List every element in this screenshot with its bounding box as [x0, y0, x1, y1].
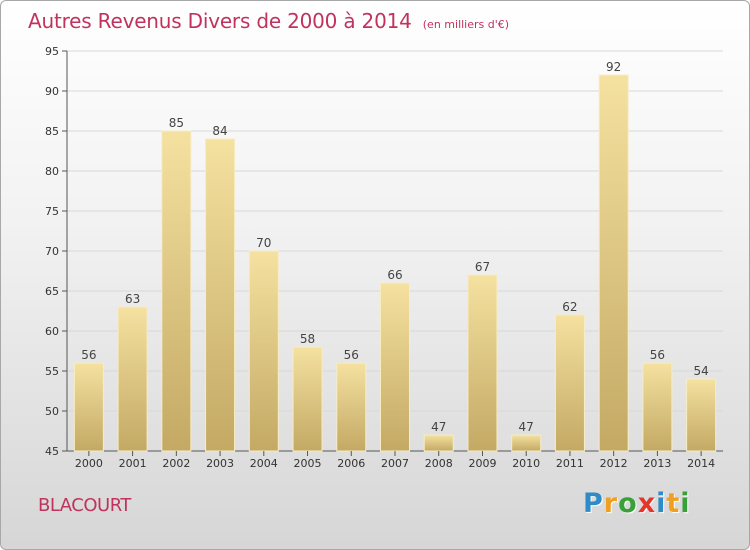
- x-tick-label: 2010: [512, 457, 540, 470]
- data-label: 85: [169, 116, 184, 130]
- y-tick-label: 60: [45, 325, 59, 338]
- x-tick-label: 2009: [468, 457, 496, 470]
- bar: [554, 314, 585, 452]
- bar: [380, 282, 410, 452]
- chart-subtitle: (en milliers d'€): [422, 18, 510, 31]
- x-tick-label: 2008: [425, 457, 453, 470]
- x-tick-label: 2012: [600, 457, 628, 470]
- y-tick-label: 55: [45, 365, 59, 378]
- data-label: 56: [650, 348, 665, 362]
- x-tick-label: 2002: [162, 457, 190, 470]
- bar: [292, 346, 323, 452]
- y-tick-label: 45: [45, 445, 59, 458]
- x-tick-label: 2003: [206, 457, 234, 470]
- y-tick-label: 65: [45, 285, 59, 298]
- logo-letter: r: [603, 488, 619, 519]
- bar: [423, 434, 454, 452]
- logo-letter: t: [666, 488, 681, 519]
- x-tick-label: 2006: [337, 457, 365, 470]
- chart-title-text: Autres Revenus Divers de 2000 à 2014: [28, 9, 412, 33]
- data-label: 56: [344, 348, 359, 362]
- data-label: 92: [606, 60, 621, 74]
- logo-letter: i: [680, 488, 691, 519]
- data-label: 62: [562, 300, 577, 314]
- x-tick-label: 2000: [75, 457, 103, 470]
- data-label: 58: [300, 332, 315, 346]
- data-label: 47: [519, 420, 534, 434]
- data-label: 54: [693, 364, 708, 378]
- y-tick-label: 80: [45, 165, 59, 178]
- bar: [336, 362, 367, 452]
- x-tick-label: 2001: [119, 457, 147, 470]
- x-tick-label: 2007: [381, 457, 409, 470]
- x-tick-label: 2005: [294, 457, 322, 470]
- y-tick-label: 50: [45, 405, 59, 418]
- bar: [467, 274, 498, 452]
- data-label: 70: [256, 236, 271, 250]
- logo-letter: o: [618, 488, 638, 519]
- bar: [248, 250, 279, 452]
- y-tick-label: 70: [45, 245, 59, 258]
- data-label: 66: [387, 268, 402, 282]
- data-label: 67: [475, 260, 490, 274]
- x-tick-label: 2011: [556, 457, 584, 470]
- bar: [598, 74, 629, 452]
- bar: [511, 434, 542, 452]
- data-label: 47: [431, 420, 446, 434]
- y-tick-label: 85: [45, 125, 59, 138]
- x-tick-label: 2004: [250, 457, 278, 470]
- logo-letter: i: [656, 488, 667, 519]
- bar: [686, 378, 717, 452]
- y-tick-label: 90: [45, 85, 59, 98]
- x-tick-label: 2014: [687, 457, 715, 470]
- commune-name: BLACOURT: [38, 495, 131, 516]
- y-tick-label: 95: [45, 45, 59, 58]
- y-tick-label: 75: [45, 205, 59, 218]
- logo-letter: x: [637, 488, 657, 519]
- bar: [73, 362, 104, 452]
- data-label: 63: [125, 292, 140, 306]
- bar: [642, 362, 673, 452]
- x-tick-label: 2013: [643, 457, 671, 470]
- data-label: 56: [81, 348, 96, 362]
- chart-title: Autres Revenus Divers de 2000 à 2014 (en…: [28, 9, 509, 33]
- bar: [117, 306, 148, 452]
- bar: [161, 130, 192, 452]
- proxiti-logo: Proxiti: [583, 488, 691, 519]
- data-label: 84: [212, 124, 227, 138]
- logo-letter: P: [583, 488, 604, 519]
- bar: [205, 138, 236, 452]
